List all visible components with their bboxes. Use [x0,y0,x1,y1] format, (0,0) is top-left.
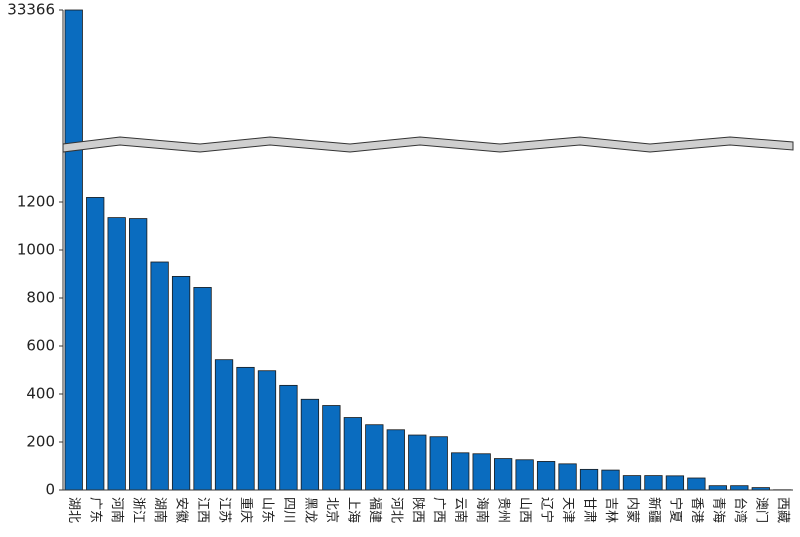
bar [171,275,191,491]
x-tick-label: 江苏 [217,497,233,523]
x-tick-label: 上海 [345,497,360,523]
bar [64,9,83,491]
y-tick-label: 400 [26,385,55,403]
x-tick-label: 宁夏 [667,497,683,523]
x-tick-label: 山东 [259,497,274,523]
y-tick-label: 0 [45,481,55,499]
bar [472,453,491,491]
bar [708,485,727,491]
bar [150,261,169,491]
bar [536,461,556,491]
bar [408,434,427,491]
y-tick-label: 200 [26,433,55,451]
x-tick-label: 江西 [195,497,210,523]
y-tick-label: 600 [26,337,55,355]
x-tick-label: 河南 [109,497,125,523]
x-tick-label: 湖南 [152,497,168,523]
x-tick-label: 贵州 [496,497,511,523]
x-tick-label: 广西 [431,497,446,523]
x-tick-label: 云南 [453,497,469,523]
y-tick-label: 33366 [7,1,55,19]
x-tick-label: 北京 [324,497,339,523]
bar [429,436,448,491]
bar [193,287,212,491]
x-tick-label: 广东 [88,497,103,523]
x-tick-label: 河北 [388,497,403,523]
bar [236,366,255,491]
x-tick-label: 黑龙 [302,497,317,523]
axis-break [62,136,794,153]
x-tick-label: 辽宁 [539,497,555,523]
x-tick-label: 山西 [517,497,532,523]
x-tick-label: 天津 [560,497,575,523]
bar [515,459,534,491]
bar [644,475,663,491]
bar [86,197,105,491]
y-tick-label: 1000 [17,241,55,259]
x-tick-label: 香港 [689,497,704,523]
x-tick-label: 四川 [281,497,296,523]
bar [451,452,470,491]
bar [107,217,126,491]
x-tick-label: 陕西 [410,497,425,523]
bar [494,458,513,491]
x-tick-label: 吉林 [603,497,618,523]
bar [279,384,298,491]
bar [300,398,320,491]
x-tick-label: 安徽 [174,497,189,523]
x-tick-label: 青海 [710,497,725,523]
bar [687,477,706,491]
x-tick-label: 重庆 [238,497,254,523]
bar [365,424,384,491]
x-tick-label: 内蒙 [624,497,640,523]
bar [257,370,277,491]
bar [558,463,577,491]
bar [665,475,685,491]
bar [622,475,642,491]
bar [129,218,148,491]
x-tick-label: 西藏 [775,497,790,523]
bar [601,469,620,491]
bar [386,429,405,491]
x-tick-label: 浙江 [131,497,146,523]
x-tick-label: 福建 [367,497,382,523]
bar [322,405,341,491]
x-tick-label: 海南 [474,497,490,523]
x-tick-label: 甘肃 [582,497,597,523]
x-tick-label: 湖北 [66,497,81,523]
x-tick-label: 新疆 [646,497,662,523]
bar [214,359,234,491]
x-tick-label: 台湾 [732,497,748,523]
bar [730,485,749,491]
x-tick-label: 澳门 [753,497,769,523]
y-tick-label: 1200 [17,193,55,211]
bar [343,417,362,491]
y-tick-label: 800 [26,289,55,307]
bar [579,468,599,491]
